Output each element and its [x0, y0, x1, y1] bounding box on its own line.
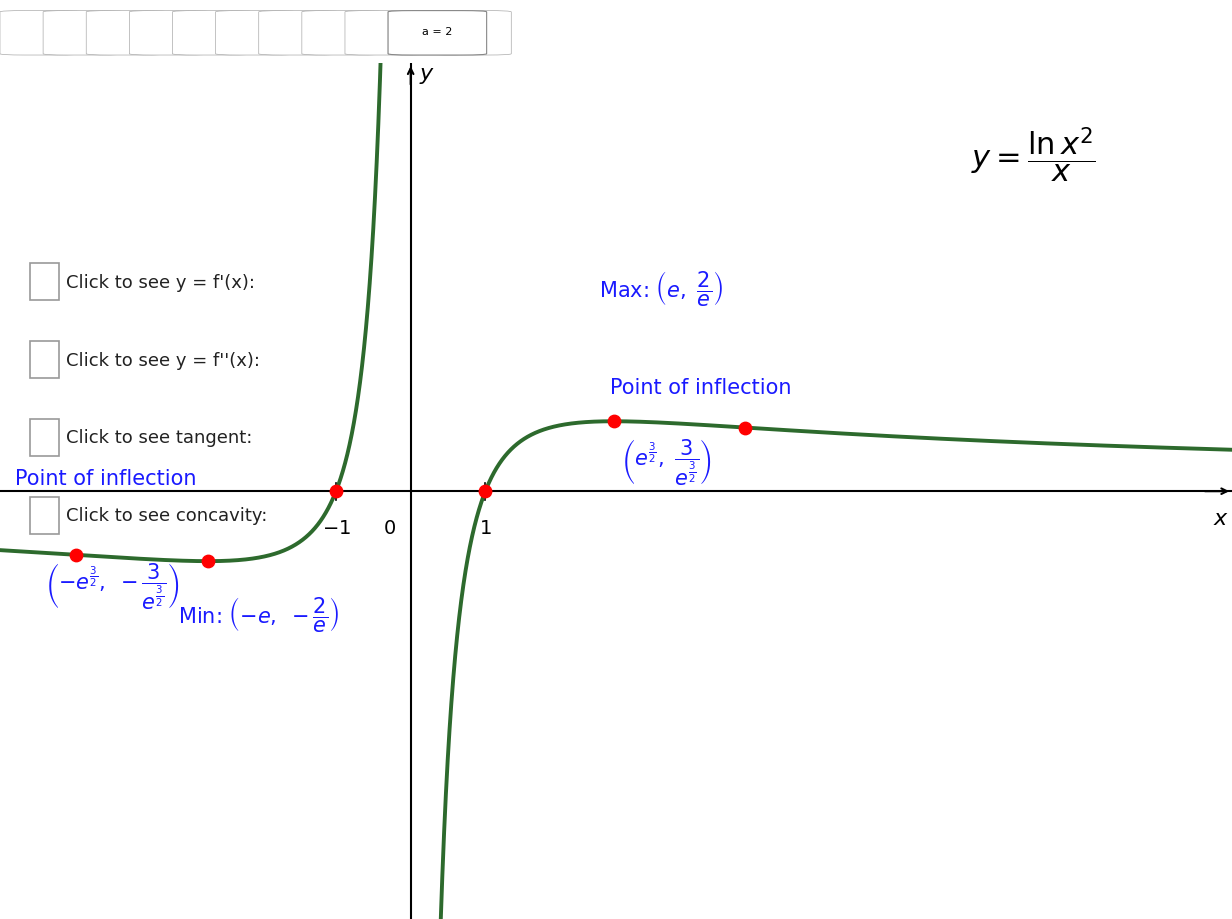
Point — [604, 414, 623, 429]
Text: $y$: $y$ — [419, 66, 435, 85]
Text: Point of inflection: Point of inflection — [15, 469, 196, 489]
Text: Min: $\left(-e,\ -\dfrac{2}{e}\right)$: Min: $\left(-e,\ -\dfrac{2}{e}\right)$ — [177, 595, 340, 634]
Text: Point of inflection: Point of inflection — [610, 378, 791, 398]
Point — [326, 484, 346, 499]
Text: Max: $\left(e,\ \dfrac{2}{e}\right)$: Max: $\left(e,\ \dfrac{2}{e}\right)$ — [599, 269, 723, 308]
FancyBboxPatch shape — [30, 419, 59, 457]
Text: $y = \dfrac{\ln x^2}{x}$: $y = \dfrac{\ln x^2}{x}$ — [971, 126, 1095, 185]
Text: $-1$: $-1$ — [322, 518, 350, 538]
Text: a = 2: a = 2 — [423, 28, 452, 37]
Point — [736, 421, 755, 436]
Point — [198, 554, 218, 569]
FancyBboxPatch shape — [30, 497, 59, 534]
FancyBboxPatch shape — [86, 12, 166, 56]
FancyBboxPatch shape — [431, 12, 511, 56]
FancyBboxPatch shape — [0, 12, 80, 56]
FancyBboxPatch shape — [259, 12, 339, 56]
Text: Click to see y = f'(x):: Click to see y = f'(x): — [65, 273, 255, 291]
Text: Click to see y = f''(x):: Click to see y = f''(x): — [65, 351, 260, 369]
FancyBboxPatch shape — [388, 12, 468, 56]
FancyBboxPatch shape — [172, 12, 253, 56]
FancyBboxPatch shape — [43, 12, 123, 56]
Text: Click to see tangent:: Click to see tangent: — [65, 429, 253, 447]
FancyBboxPatch shape — [216, 12, 296, 56]
Text: $1$: $1$ — [479, 518, 492, 538]
FancyBboxPatch shape — [345, 12, 425, 56]
FancyBboxPatch shape — [30, 264, 59, 301]
FancyBboxPatch shape — [302, 12, 382, 56]
Point — [476, 484, 495, 499]
FancyBboxPatch shape — [388, 12, 487, 56]
Text: Click to see concavity:: Click to see concavity: — [65, 507, 267, 525]
Text: $x$: $x$ — [1212, 508, 1228, 528]
Point — [67, 548, 86, 562]
Text: $\left(-e^{\frac{3}{2}},\ -\dfrac{3}{e^{\frac{3}{2}}}\right)$: $\left(-e^{\frac{3}{2}},\ -\dfrac{3}{e^{… — [44, 560, 179, 610]
FancyBboxPatch shape — [30, 342, 59, 379]
Text: $0$: $0$ — [383, 518, 397, 538]
Text: $\left(e^{\frac{3}{2}},\ \dfrac{3}{e^{\frac{3}{2}}}\right)$: $\left(e^{\frac{3}{2}},\ \dfrac{3}{e^{\f… — [621, 436, 712, 486]
FancyBboxPatch shape — [129, 12, 209, 56]
